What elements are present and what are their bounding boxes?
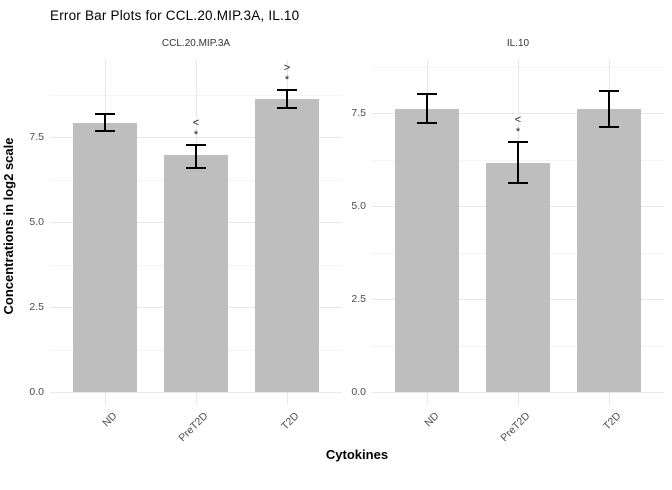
y-tick-label: 5.0 xyxy=(351,199,366,212)
bar-nd xyxy=(73,123,137,392)
error-bar-cap-top xyxy=(508,141,528,144)
error-bar-cap-top xyxy=(599,89,619,92)
bar-pret2d xyxy=(164,155,228,392)
annotation-symbol: > xyxy=(283,62,291,75)
y-tick-label: 0.0 xyxy=(29,385,44,398)
chart-title: Error Bar Plots for CCL.20.MIP.3A, IL.10 xyxy=(50,8,300,23)
y-tick-label: 7.5 xyxy=(29,130,44,143)
y-tick-label: 5.0 xyxy=(29,215,44,228)
facet-label-ccl20: CCL.20.MIP.3A xyxy=(161,38,231,49)
bar-t2d xyxy=(577,109,641,392)
error-bar-cap-bottom xyxy=(277,107,297,110)
bar-t2d xyxy=(255,98,319,392)
chart-root: Error Bar Plots for CCL.20.MIP.3A, IL.10… xyxy=(1,8,664,462)
bar-pret2d xyxy=(486,163,550,392)
error-bar-line xyxy=(104,113,106,132)
error-bar-cap-top xyxy=(417,93,437,96)
annotation-symbol: < xyxy=(192,117,200,130)
error-bar-line xyxy=(195,145,197,168)
y-tick-label: 2.5 xyxy=(29,300,44,313)
error-bar-line xyxy=(608,90,610,128)
error-bar-cap-top xyxy=(277,89,297,92)
error-bar-cap-top xyxy=(186,144,206,147)
error-bar-line xyxy=(426,94,428,124)
annotation-symbol: < xyxy=(514,114,522,127)
annotation-star: * xyxy=(515,126,521,139)
y-tick-label: 0.0 xyxy=(351,385,366,398)
error-bar-line xyxy=(517,142,519,184)
bar-nd xyxy=(395,109,459,392)
facet-label-il10: IL.10 xyxy=(506,38,530,49)
y-tick-label: 2.5 xyxy=(351,292,366,305)
annotation-star: * xyxy=(284,74,290,87)
error-bar-cap-bottom xyxy=(417,122,437,125)
error-bar-cap-top xyxy=(95,112,115,115)
error-bar-cap-bottom xyxy=(186,166,206,169)
y-tick-label: 7.5 xyxy=(351,106,366,119)
annotation-star: * xyxy=(193,129,199,142)
error-bar-cap-bottom xyxy=(508,182,528,185)
error-bar-cap-bottom xyxy=(599,126,619,129)
error-bar-cap-bottom xyxy=(95,130,115,133)
error-bar-line xyxy=(286,90,288,109)
x-axis-title: Cytokines xyxy=(325,447,389,462)
